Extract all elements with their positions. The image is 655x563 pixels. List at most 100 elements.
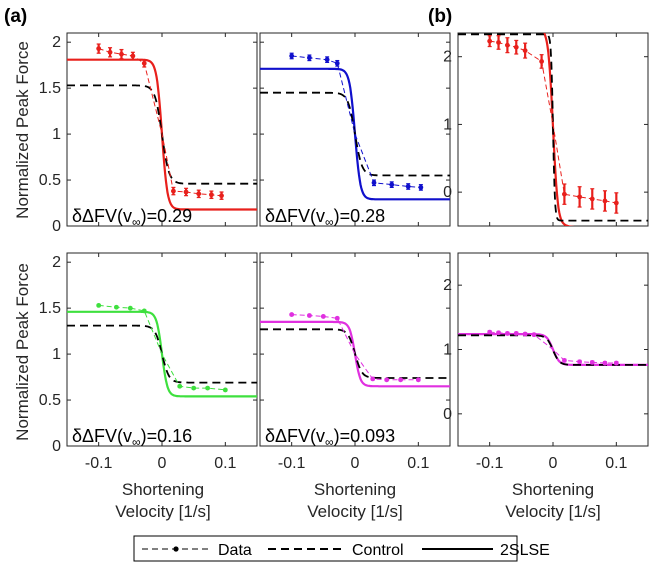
y-tick-label: 0 bbox=[443, 406, 452, 423]
y-tick-label: 1 bbox=[52, 126, 61, 143]
x-axis-label-2-line2: Velocity [1/s] bbox=[307, 502, 402, 521]
chart-b-top: 0 1 2 bbox=[443, 32, 649, 227]
data-point bbox=[289, 312, 295, 317]
data-point bbox=[130, 53, 136, 59]
chart-b-bottom: -0.1 0 0.1 0 1 2 bbox=[443, 252, 649, 472]
data-point bbox=[191, 385, 197, 391]
series-data-line bbox=[98, 48, 222, 197]
data-point bbox=[209, 192, 214, 198]
chart-a-top-right: δΔFV(v∞)=0.28 bbox=[259, 32, 451, 229]
annotation-subscript: ∞ bbox=[325, 215, 334, 229]
y-tick-label: 0 bbox=[52, 438, 61, 455]
data-point bbox=[141, 60, 147, 66]
annotation-prefix: δΔFV(v bbox=[265, 206, 325, 226]
data-point bbox=[320, 314, 326, 319]
y-tick-label: 2 bbox=[52, 254, 61, 271]
data-point bbox=[487, 38, 493, 44]
data-point bbox=[183, 189, 189, 195]
data-point bbox=[496, 330, 501, 336]
legend: Data Control 2SLSE bbox=[133, 535, 550, 562]
annotation-suffix: )=0.28 bbox=[334, 206, 386, 226]
data-point bbox=[334, 315, 340, 321]
x-axis-label-3-line2: Velocity [1/s] bbox=[505, 502, 600, 521]
data-point bbox=[119, 51, 124, 57]
data-point bbox=[602, 360, 608, 366]
annotation-prefix: δΔFV(v bbox=[72, 206, 132, 226]
data-point bbox=[577, 194, 582, 200]
x-axis-label-2-line1: Shortening bbox=[314, 480, 396, 499]
x-tick-label: -0.1 bbox=[476, 455, 504, 472]
x-axis-label-3-line1: Shortening bbox=[512, 480, 594, 499]
x-tick-label: 0 bbox=[351, 455, 360, 472]
data-point bbox=[613, 200, 619, 206]
series-control bbox=[260, 328, 450, 379]
x-tick-label: 0 bbox=[549, 455, 558, 472]
annotation-subscript: ∞ bbox=[132, 215, 141, 229]
y-tick-label: 0 bbox=[443, 184, 452, 201]
chart-a-top-left: 0 0.5 1 1.5 2 δΔFV(v∞)=0.29 bbox=[39, 32, 258, 235]
y-tick-label: 2 bbox=[443, 49, 452, 66]
data-point bbox=[496, 40, 501, 45]
y-tick-label: 0.5 bbox=[39, 172, 61, 189]
plot-area bbox=[67, 302, 257, 398]
x-tick-label: 0.1 bbox=[407, 455, 429, 472]
annotation-suffix: )=0.29 bbox=[141, 206, 193, 226]
data-point bbox=[505, 331, 510, 336]
annotation-subscript: ∞ bbox=[132, 435, 141, 449]
series-control bbox=[260, 91, 450, 177]
data-point bbox=[307, 55, 312, 61]
data-point bbox=[522, 48, 528, 54]
y-axis-label-top: Normalized Peak Force bbox=[13, 41, 32, 219]
data-point bbox=[539, 59, 544, 64]
data-point bbox=[531, 332, 537, 338]
plot-area bbox=[458, 329, 648, 366]
y-tick-label: 1.5 bbox=[39, 300, 61, 317]
annotation-suffix: )=0.093 bbox=[334, 426, 396, 446]
x-tick-label: -0.1 bbox=[85, 455, 113, 472]
data-point bbox=[562, 191, 567, 197]
chart-a-bottom-right: -0.1 0 0.1 δΔFV(v∞)=0.093 bbox=[259, 252, 451, 472]
annotation-prefix: δΔFV(v bbox=[72, 426, 132, 446]
data-point bbox=[505, 42, 510, 48]
data-point bbox=[415, 377, 421, 383]
data-point bbox=[513, 331, 519, 336]
data-point bbox=[141, 308, 147, 314]
data-point bbox=[171, 188, 176, 194]
data-point bbox=[602, 198, 608, 204]
chart-a-bottom-left: -0.1 0 0.1 0 0.5 1 1.5 2 δΔFV(v∞)=0.16 bbox=[39, 252, 258, 472]
data-point bbox=[405, 184, 411, 189]
legend-control-label: Control bbox=[352, 542, 404, 559]
data-point bbox=[577, 359, 582, 365]
data-point bbox=[324, 57, 330, 63]
y-axis-label-bottom: Normalized Peak Force bbox=[13, 263, 32, 441]
x-tick-label: 0 bbox=[158, 455, 167, 472]
x-tick-label: 0.1 bbox=[214, 455, 236, 472]
y-tick-label: 1 bbox=[443, 342, 452, 359]
data-point bbox=[307, 313, 312, 318]
panel-label-a: (a) bbox=[4, 6, 27, 27]
x-tick-label: 0.1 bbox=[605, 455, 627, 472]
data-point bbox=[384, 377, 390, 383]
x-axis-label-1-line1: Shortening bbox=[122, 480, 204, 499]
annotation-subscript: ∞ bbox=[325, 435, 334, 449]
annotation-suffix: )=0.16 bbox=[141, 426, 193, 446]
data-point bbox=[114, 304, 119, 310]
series-control bbox=[67, 324, 257, 384]
y-tick-label: 2 bbox=[443, 277, 452, 294]
y-tick-label: 1 bbox=[52, 346, 61, 363]
annotation-prefix: δΔFV(v bbox=[265, 426, 325, 446]
data-point bbox=[513, 44, 519, 50]
legend-data-marker bbox=[173, 546, 179, 552]
series-data-line bbox=[291, 314, 419, 381]
data-point bbox=[222, 387, 228, 393]
data-point bbox=[562, 358, 567, 363]
data-point bbox=[589, 196, 595, 202]
plot-area bbox=[458, 33, 648, 226]
data-point bbox=[398, 377, 403, 383]
fv-annotation: δΔFV(v∞)=0.093 bbox=[265, 426, 395, 449]
data-point bbox=[418, 185, 424, 190]
data-point bbox=[196, 191, 202, 197]
data-point bbox=[205, 385, 211, 391]
data-point bbox=[371, 180, 377, 186]
